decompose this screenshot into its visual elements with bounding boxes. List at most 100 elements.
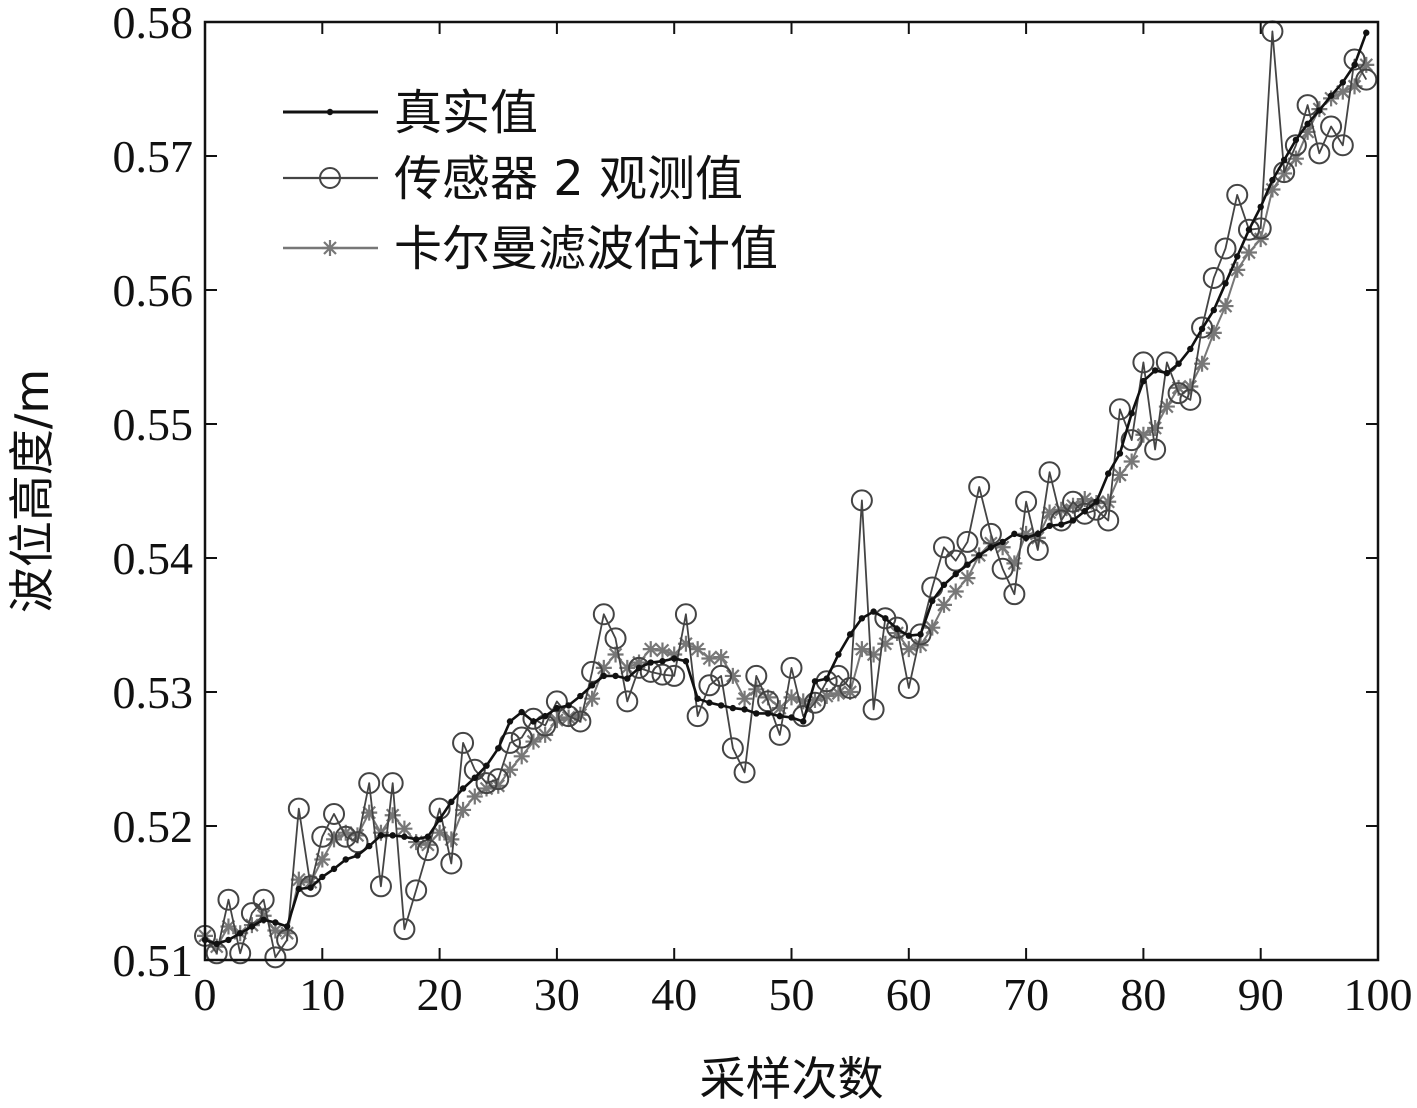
true-value-point [1280, 156, 1288, 164]
kalman-estimate-point [642, 641, 659, 658]
sensor-observation-point [240, 902, 263, 925]
sensor-observation-point [252, 888, 275, 911]
kalman-estimate-point [607, 646, 624, 663]
kalman-estimate-point [455, 801, 472, 818]
legend-item-kalman-estimate: 卡尔曼滤波估计值 [283, 221, 778, 277]
axis-ticks [204, 21, 1379, 961]
kalman-estimate-point [666, 646, 683, 663]
kalman-estimate-point [865, 646, 882, 663]
true-value-point [1327, 92, 1335, 99]
true-value-point [1339, 79, 1347, 86]
kalman-estimate-point [466, 788, 483, 805]
true-value-point [1081, 507, 1088, 515]
true-value-point [295, 885, 303, 893]
sensor-observation-point [674, 603, 697, 626]
true-value-point [671, 655, 678, 662]
sensor-observation-point [897, 676, 920, 699]
kalman-estimate-point [1264, 181, 1281, 198]
kalman-estimate-point [1147, 420, 1164, 437]
sensor-observation-point [1355, 68, 1378, 91]
true-value-point [377, 832, 385, 839]
kalman-estimate-point [267, 922, 284, 939]
kalman-estimate-point [830, 685, 847, 702]
true-value-line [204, 32, 1368, 946]
kalman-estimate-point [877, 635, 894, 652]
true-value-point [1222, 280, 1229, 287]
true-value-point [1034, 530, 1042, 538]
true-value-point [1011, 530, 1018, 538]
kalman-estimate-point [1065, 497, 1082, 514]
y-tick-label: 0.55 [113, 399, 194, 450]
sensor-observation-point [1179, 388, 1202, 411]
kalman-estimate-point [795, 693, 812, 710]
kalman-estimate-point [337, 824, 354, 841]
kalman-estimate-point [1006, 555, 1023, 572]
kalman-estimate-point [736, 690, 753, 707]
true-value-point [987, 544, 995, 551]
sensor-observation-point [616, 690, 639, 713]
kalman-estimate-point [689, 641, 706, 658]
true-value-point [846, 631, 854, 638]
true-value-point [307, 884, 314, 891]
true-value-point [530, 718, 537, 725]
true-value-point [1351, 61, 1358, 69]
sensor-observation-point [405, 879, 428, 902]
kalman-estimate-point [818, 688, 835, 705]
sensor-observation-point [956, 530, 979, 553]
kalman-estimate-point [1358, 56, 1375, 73]
true-value-point [1269, 176, 1276, 184]
kalman-estimate-point [900, 641, 917, 658]
sensor-observation-point [440, 852, 463, 875]
sensor-observation-point [886, 616, 909, 639]
sensor-observation-point [217, 888, 240, 911]
sensor-observation-point [1167, 382, 1190, 405]
true-value-point [753, 710, 760, 717]
sensor-observation-point [604, 627, 627, 650]
true-value-point [659, 657, 666, 665]
true-value-point [788, 714, 795, 721]
sensor-observation-point [416, 839, 439, 862]
kalman-estimate-point [1276, 165, 1293, 182]
sensor-observation-point [628, 656, 651, 679]
sensor-observation-point [850, 489, 873, 512]
kalman-estimate-point [431, 824, 448, 841]
sensor-observation-point [592, 603, 615, 626]
kalman-estimate-point [501, 761, 518, 778]
true-value-point [495, 745, 502, 752]
sensor-observation-point [944, 549, 967, 572]
kalman-estimate-point [595, 659, 612, 676]
sensor-observation-point [663, 664, 686, 687]
x-tick-label: 40 [651, 969, 697, 1020]
legend-marker-sensor-observation [283, 167, 378, 189]
true-value-point [1363, 29, 1370, 36]
true-value-point [354, 852, 361, 859]
kalman-estimate-point [1194, 355, 1211, 372]
x-tick-label: 30 [534, 969, 580, 1020]
true-value-point [518, 708, 525, 716]
series-true-value [201, 29, 1370, 948]
x-tick-label: 100 [1344, 969, 1413, 1020]
kalman-estimate-point [771, 700, 788, 717]
sensor-observation-point [287, 797, 310, 820]
true-value-point [858, 615, 866, 622]
y-tick-label: 0.57 [113, 131, 194, 182]
kalman-estimate-point [806, 692, 823, 709]
true-value-point [800, 718, 807, 725]
legend-symbol-kalman-estimate [322, 240, 338, 256]
kalman-estimate-point [1217, 298, 1234, 315]
sensor-observation-point [311, 825, 334, 848]
true-value-point [1128, 410, 1135, 417]
true-value-point [1187, 345, 1194, 353]
sensor-observation-point [487, 768, 510, 791]
sensor-observation-point [1132, 351, 1155, 374]
true-value-point [1140, 377, 1147, 385]
sensor-observation-point [1026, 538, 1049, 561]
sensor-observation-point [721, 737, 744, 760]
kalman-estimate-point [1170, 379, 1187, 396]
true-value-point [1093, 498, 1100, 505]
kalman-estimate-point [842, 684, 859, 700]
sensor-observation-point [745, 664, 768, 687]
sensor-observation-point [1320, 115, 1343, 138]
sensor-observation-point [510, 726, 533, 749]
true-value-point [342, 856, 349, 863]
